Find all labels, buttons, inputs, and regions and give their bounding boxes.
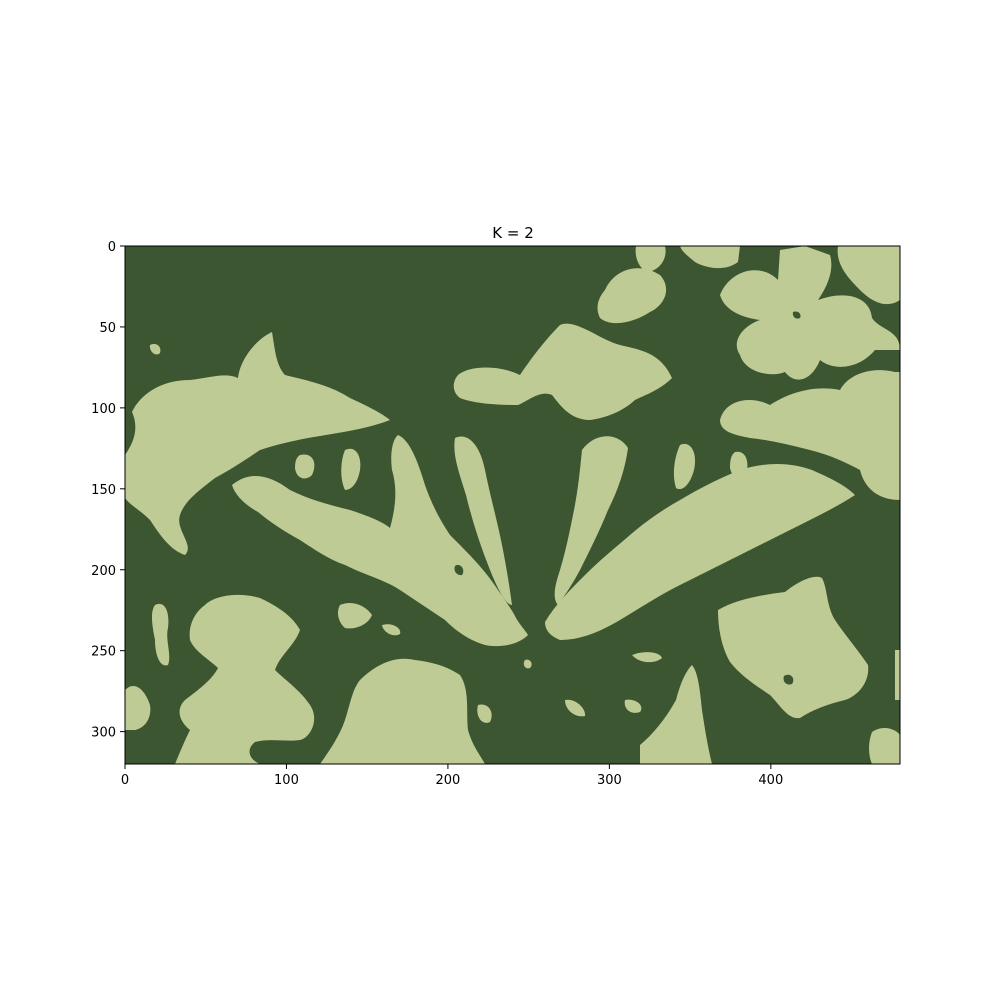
light-region — [149, 343, 161, 355]
light-region — [337, 603, 372, 629]
light-region — [545, 464, 855, 640]
light-region — [151, 603, 170, 666]
light-region — [624, 699, 642, 713]
light-region — [453, 323, 672, 420]
light-region — [720, 370, 900, 500]
y-tick-label: 100 — [91, 402, 116, 417]
x-tick-label: 100 — [274, 773, 299, 788]
light-region — [718, 576, 869, 719]
y-tick-label: 50 — [99, 321, 116, 336]
x-tick-label: 300 — [597, 773, 622, 788]
dark-region — [454, 564, 464, 576]
x-tick-label: 400 — [758, 773, 783, 788]
light-region — [565, 699, 586, 717]
light-region — [597, 268, 667, 324]
plot-title: K = 2 — [492, 224, 533, 242]
y-tick-label: 150 — [91, 483, 116, 498]
light-region — [175, 594, 315, 764]
x-tick-label: 200 — [436, 773, 461, 788]
light-region — [635, 246, 666, 272]
light-region — [640, 665, 712, 764]
y-tick-label: 0 — [108, 240, 116, 255]
light-region — [554, 436, 628, 605]
light-region — [125, 685, 151, 730]
x-axis: 0 100 200 300 400 — [121, 764, 783, 788]
light-region — [837, 246, 900, 305]
light-region — [310, 394, 325, 409]
y-tick-label: 300 — [91, 726, 116, 741]
light-region — [869, 728, 900, 764]
light-region — [125, 332, 390, 555]
light-region — [295, 454, 315, 479]
y-tick-label: 200 — [91, 564, 116, 579]
light-region — [523, 659, 532, 669]
dark-region — [792, 311, 801, 319]
y-axis: 0 50 100 150 200 250 300 — [91, 240, 125, 741]
light-region — [477, 704, 492, 723]
light-region — [730, 451, 748, 479]
light-region — [320, 658, 485, 764]
dark-region — [783, 674, 794, 685]
light-region — [673, 443, 696, 490]
light-region — [382, 624, 401, 636]
light-region — [341, 448, 361, 490]
segmentation-image — [125, 246, 900, 764]
light-region — [632, 652, 662, 663]
plot-frame — [124, 245, 901, 765]
light-region — [454, 436, 512, 605]
x-tick-label: 0 — [121, 773, 129, 788]
light-region — [680, 246, 740, 269]
y-tick-label: 250 — [91, 645, 116, 660]
light-region — [232, 435, 528, 647]
light-region — [720, 246, 900, 380]
light-region — [895, 650, 900, 700]
